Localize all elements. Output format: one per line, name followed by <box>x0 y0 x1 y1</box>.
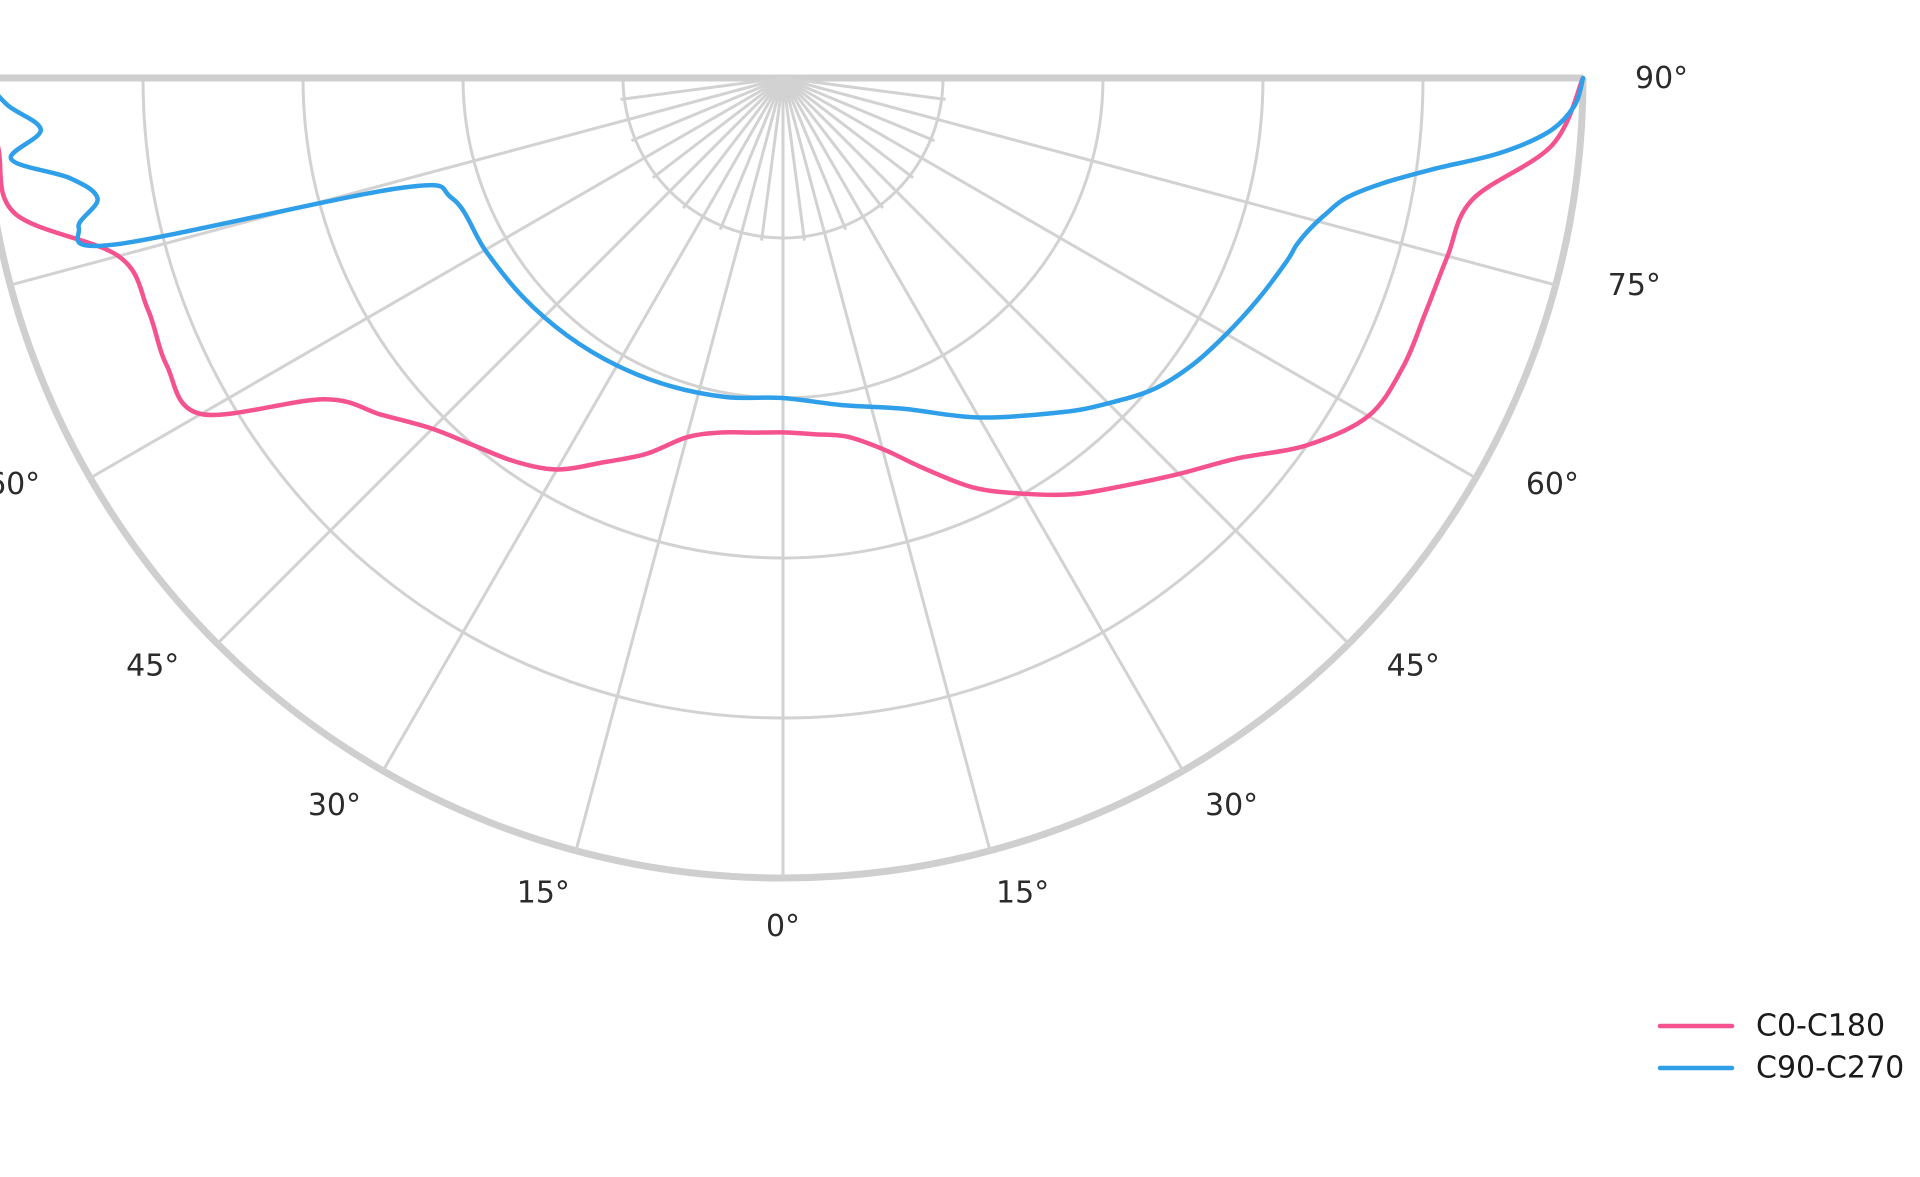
grid-spoke--75 <box>9 76 784 287</box>
angle-tick-left-30: 30° <box>308 788 361 823</box>
angle-tick-0: 0° <box>766 909 800 944</box>
series-curve-c90-c270 <box>0 75 1586 420</box>
legend-label-0: C0-C180 <box>1756 1009 1885 1044</box>
angle-tick-right-45: 45° <box>1387 649 1440 684</box>
series-curve-c0-c180 <box>0 75 1586 498</box>
grid-spoke-30 <box>781 77 1185 772</box>
grid-subspoke <box>781 77 848 231</box>
grid-subspoke <box>782 76 915 180</box>
angle-tick-right-30: 30° <box>1205 788 1258 823</box>
grid-subspoke <box>782 76 936 143</box>
polar-series <box>0 75 1586 498</box>
grid-spoke-45 <box>781 76 1350 645</box>
grid-subspoke <box>781 77 885 210</box>
angle-tick-left-45: 45° <box>126 649 179 684</box>
angle-tick-right-15: 15° <box>996 876 1049 911</box>
grid-subspoke <box>651 76 784 180</box>
angle-tick-left-15: 15° <box>517 876 570 911</box>
grid-spoke-75 <box>782 76 1557 287</box>
grid-spoke--60 <box>89 76 784 480</box>
grid-subspoke <box>620 76 784 101</box>
grid-subspoke <box>782 76 946 101</box>
angle-tick-right-75: 75° <box>1608 268 1661 303</box>
angle-tick-left-60: 60° <box>0 467 40 502</box>
angle-tick-right-60: 60° <box>1526 467 1579 502</box>
legend: C0-C180 C90-C270 <box>1657 1009 1904 1086</box>
grid-spoke--15 <box>574 77 785 852</box>
angle-tick-labels: 90°75°60°45°30°15°0°15°30°45°60°75°90° <box>0 61 1688 944</box>
grid-subspoke <box>681 77 785 210</box>
grid-subspoke <box>781 77 806 241</box>
grid-subspoke <box>760 77 785 241</box>
grid-spoke--30 <box>381 77 785 772</box>
grid-spoke-15 <box>781 77 992 852</box>
polar-grid <box>0 74 1587 882</box>
grid-subspoke <box>718 77 785 231</box>
grid-spoke-60 <box>782 76 1477 480</box>
angle-tick-right-90: 90° <box>1635 61 1688 96</box>
grid-subspoke <box>630 76 784 143</box>
legend-label-1: C90-C270 <box>1756 1051 1904 1086</box>
grid-spoke--45 <box>216 76 785 645</box>
